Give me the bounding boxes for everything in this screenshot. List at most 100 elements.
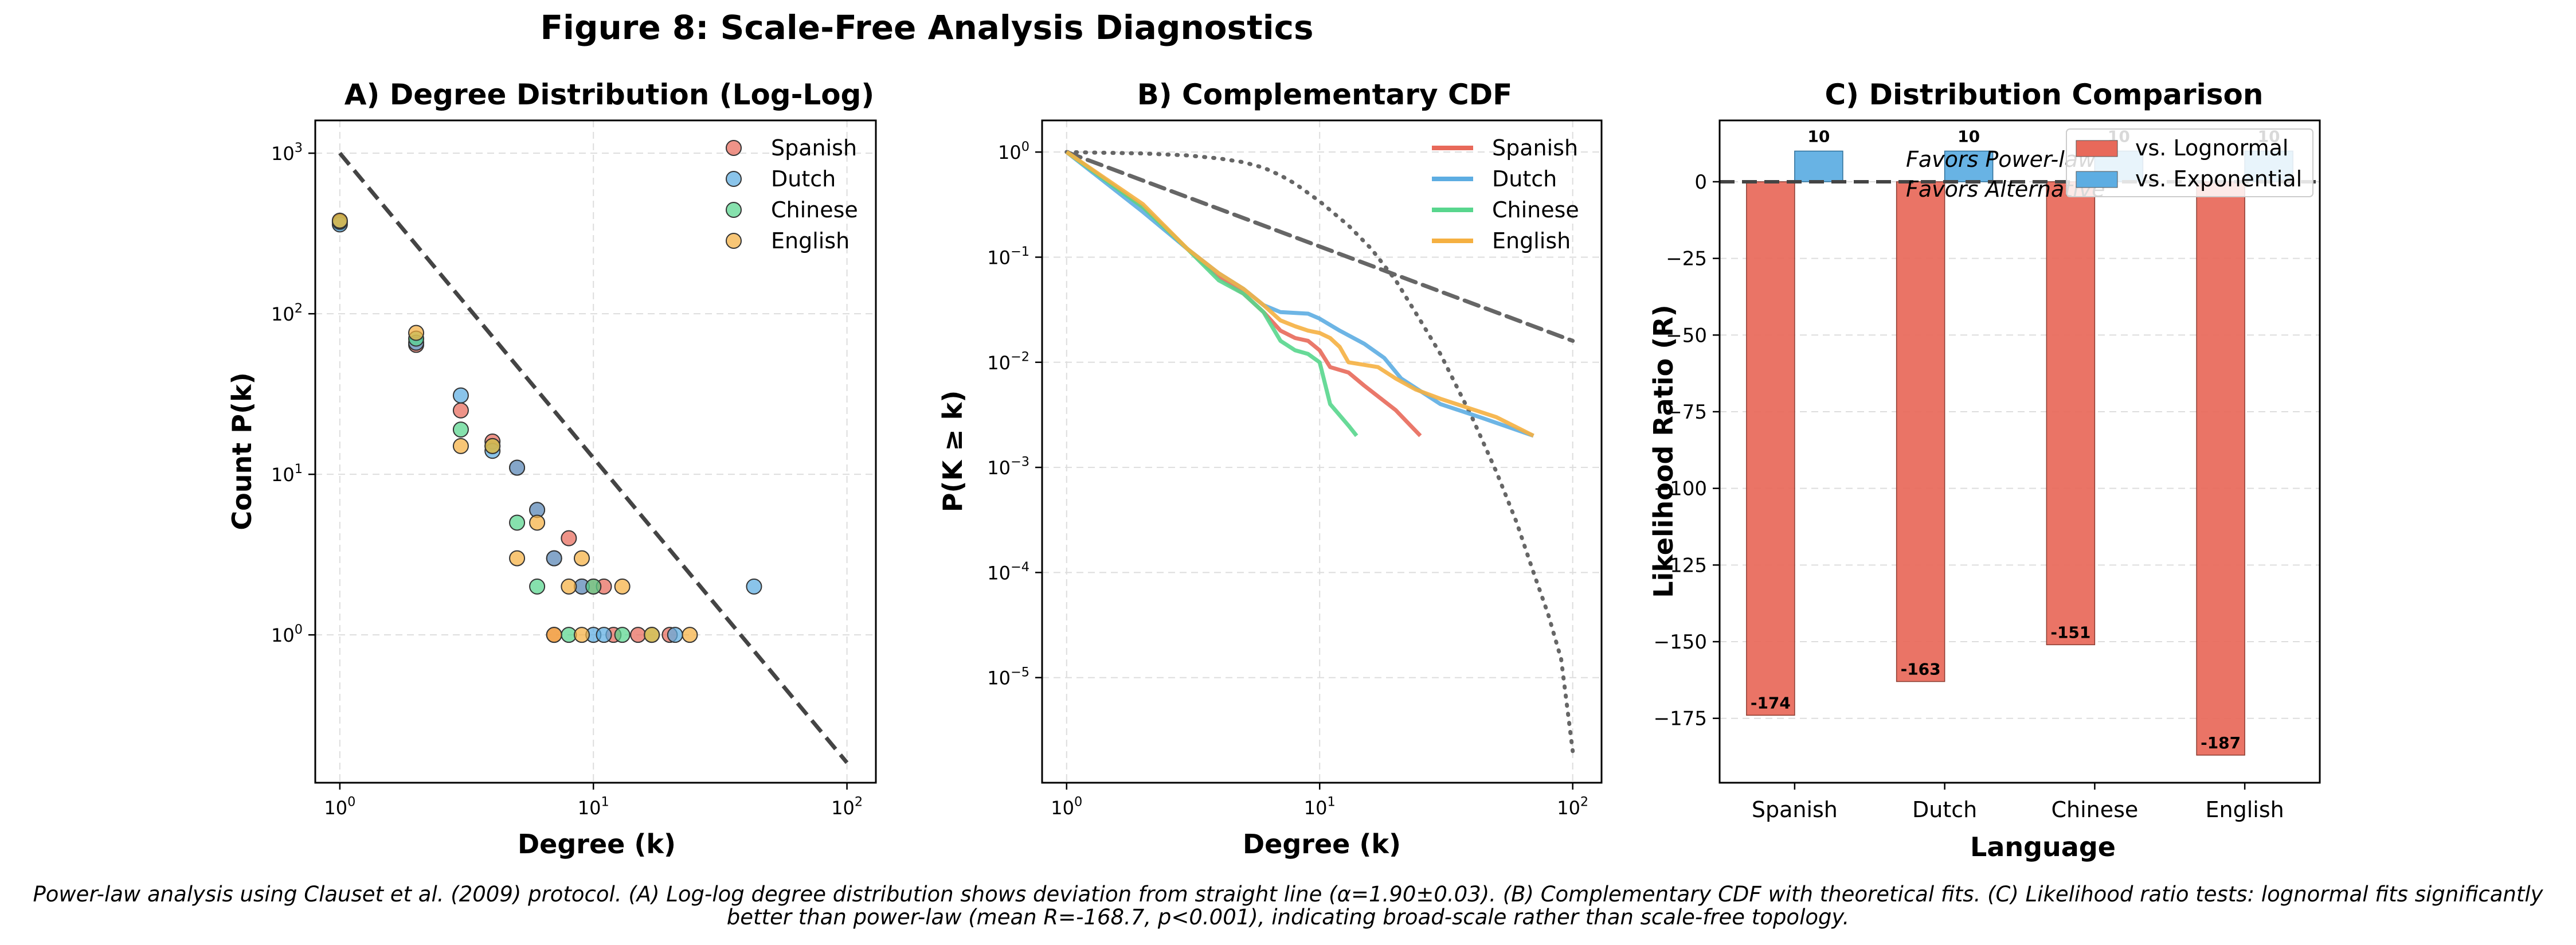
panel-a-point-chinese	[614, 627, 631, 643]
figure-caption-line-1: Power-law analysis using Clauset et al. …	[33, 882, 2543, 907]
panel-c-value-label-lognormal-chinese: -151	[2050, 623, 2090, 642]
panel-c-value-label-lognormal-spanish: -174	[1751, 693, 1791, 712]
panel-c-bar-lognormal-dutch	[1896, 181, 1945, 682]
panel-a-point-dutch	[746, 578, 762, 595]
panel-a-grid	[315, 120, 876, 783]
panel-a-point-spanish	[561, 530, 577, 546]
panel-a: A) Degree Distribution (Log-Log) 100 101 1…	[226, 78, 877, 860]
panel-a-point-dutch	[509, 459, 526, 476]
panel-a-point-dutch	[546, 550, 562, 567]
panel-a-legend: Spanish Dutch Chinese English	[726, 135, 858, 253]
panel-c-xtick-label-spanish: Spanish	[1752, 797, 1838, 822]
panel-b-line-english	[1065, 150, 1534, 438]
figure-title: Figure 8: Scale-Free Analysis Diagnostic…	[540, 8, 1313, 47]
panel-b-reference-dashed	[1064, 150, 1575, 343]
panel-c-ticks: 0 −25 −50 −75 −100 −125 −150 −175 Spanish Dutch Ch…	[1654, 171, 2284, 822]
panel-a-reference-line	[338, 151, 849, 764]
panel-a-legend-label-dutch: Dutch	[771, 166, 836, 192]
panel-b-xtick-label: 100	[1051, 795, 1082, 819]
panel-a-point-english	[644, 627, 660, 643]
panel-c-ytick-label: −150	[1654, 631, 1707, 654]
panel-c-ytick-label: −175	[1654, 708, 1707, 731]
panel-a-xlabel: Degree (k)	[518, 829, 676, 860]
panel-c-xtick-label-chinese: Chinese	[2051, 797, 2138, 822]
panel-b-plot-area	[1064, 150, 1575, 753]
panel-c-legend-swatch-vs-lognormal	[2076, 140, 2118, 157]
panel-a-point-chinese	[585, 578, 602, 595]
panel-c-frame	[1718, 119, 2321, 784]
panel-c-legend-label-vs-lognormal: vs. Lognormal	[2135, 135, 2288, 161]
panel-c-bar-exponential-spanish	[1794, 150, 1843, 182]
panel-b-legend: Spanish Dutch Chinese English	[1432, 135, 1579, 253]
panel-b-legend-label-dutch: Dutch	[1492, 166, 1557, 192]
panel-b-legend-label-spanish: Spanish	[1492, 135, 1578, 161]
panel-a-point-english	[452, 438, 469, 454]
panel-a-point-english	[561, 578, 577, 595]
panel-c-legend-box	[2066, 128, 2313, 197]
panel-a-point-english	[331, 212, 348, 229]
panel-c-value-label-lognormal-dutch: -163	[1901, 660, 1941, 679]
panel-b-title: B) Complementary CDF	[1137, 78, 1513, 111]
panel-a-point-english	[484, 438, 501, 454]
panel-c-bar-lognormal-spanish	[1746, 181, 1795, 716]
panel-c-ytick-label: −125	[1654, 554, 1707, 577]
panel-c-legend-swatch-vs-exponential	[2076, 171, 2118, 188]
panel-a-title: A) Degree Distribution (Log-Log)	[344, 78, 874, 111]
panel-c-title: C) Distribution Comparison	[1825, 78, 2263, 111]
panel-a-point-chinese	[452, 421, 469, 438]
panel-a-legend-label-spanish: Spanish	[771, 135, 857, 161]
panel-a-point-dutch	[667, 627, 683, 643]
panel-c: C) Distribution Comparison -174 10 -163 10 -…	[1648, 78, 2321, 862]
panel-a-legend-label-chinese: Chinese	[771, 197, 858, 222]
panel-a-point-english	[682, 627, 698, 643]
panel-b-ylabel: P(K ≥ k)	[937, 391, 968, 513]
panel-b-legend-label-chinese: Chinese	[1492, 197, 1579, 222]
panel-c-ytick-label: 0	[1694, 171, 1707, 194]
panel-a-point-chinese	[529, 578, 546, 595]
panel-b-frame	[1041, 119, 1603, 784]
panel-a-legend-label-english: English	[771, 228, 849, 253]
panel-a-legend-marker-spanish	[726, 140, 742, 156]
panel-b: B) Complementary CDF 100 101 10210010−110−…	[937, 78, 1603, 860]
panel-c-legend: vs. Lognormal vs. Exponential	[2066, 128, 2313, 197]
panel-b-legend-label-english: English	[1492, 228, 1571, 253]
panel-c-bar-exponential-dutch	[1944, 150, 1994, 182]
panel-a-point-dutch	[452, 387, 469, 404]
panel-c-xtick-label-dutch: Dutch	[1912, 797, 1977, 822]
panel-a-point-english	[614, 578, 631, 595]
panel-a-point-spanish	[630, 627, 647, 643]
panel-c-annotation-power-law: Favors Power-law	[1906, 147, 2096, 172]
panel-b-ytick-label: 10−5	[987, 665, 1029, 689]
panel-b-xlabel: Degree (k)	[1243, 829, 1401, 860]
panel-c-bar-lognormal-chinese	[2046, 181, 2096, 646]
panel-a-point-english	[573, 550, 590, 567]
panel-a-ylabel: Count P(k)	[226, 372, 257, 530]
panel-c-ytick-label: −25	[1666, 248, 1707, 271]
panel-c-value-label-lognormal-english: -187	[2201, 733, 2241, 752]
panel-c-bar-lognormal-english	[2196, 181, 2245, 756]
panel-a-point-spanish	[452, 402, 469, 419]
panel-a-frame	[314, 119, 877, 784]
panel-a-point-english	[529, 514, 546, 531]
panel-a-point-dutch	[596, 627, 612, 643]
panel-b-grid	[1042, 120, 1602, 783]
panel-c-value-label-exponential-spanish: 10	[1807, 127, 1830, 146]
panel-a-point-english	[546, 627, 562, 643]
panel-a-point-english	[509, 550, 526, 567]
panel-a-legend-marker-english	[726, 233, 742, 249]
panel-a-point-english	[408, 325, 425, 341]
panel-c-ylabel: Likelihood Ratio (R)	[1648, 304, 1679, 598]
panel-a-legend-marker-chinese	[726, 202, 742, 218]
panel-c-legend-label-vs-exponential: vs. Exponential	[2135, 166, 2302, 192]
panel-b-reference-dotted	[1064, 150, 1575, 753]
panel-c-ytick-label: −50	[1666, 324, 1707, 347]
panel-c-ytick-label: −75	[1666, 401, 1707, 424]
panel-a-plot-area	[331, 151, 849, 764]
panel-a-point-chinese	[509, 514, 526, 531]
panel-a-legend-marker-dutch	[726, 171, 742, 187]
panel-c-xlabel: Language	[1970, 831, 2116, 862]
panel-c-value-label-exponential-dutch: 10	[1958, 127, 1980, 146]
